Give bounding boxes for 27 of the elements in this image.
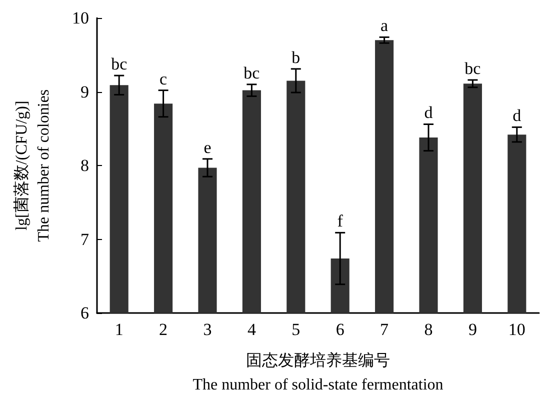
y-tick-label: 10 [72, 8, 89, 28]
y-axis-title: lg[菌落数/(CFU/g)] The number of colonies [12, 89, 52, 242]
x-tick-label: 3 [203, 320, 212, 340]
x-tick-label: 1 [114, 320, 124, 340]
annotation: bc [464, 58, 482, 78]
x-tick-label: 2 [159, 320, 168, 340]
y-tick-label: 8 [80, 156, 89, 176]
annotation: d [424, 103, 434, 122]
y-tick-label: 7 [80, 230, 90, 249]
y-tick-label: 6 [80, 304, 89, 323]
x-tick-label: 6 [336, 320, 344, 340]
x-tick-label: 5 [292, 320, 300, 340]
annotation: bc [244, 63, 260, 82]
annotation: e [204, 138, 212, 157]
x-axis-title: 固态发酵培养基编号 The number of solid-state fermentation [192, 352, 444, 394]
annotation: f [337, 212, 344, 231]
annotation: b [292, 48, 300, 67]
x-tick-label: 10 [508, 320, 526, 340]
x-tick-label: 4 [247, 320, 256, 340]
annotation: a [380, 16, 389, 36]
annotation: bc [111, 54, 128, 74]
annotation: d [512, 106, 522, 126]
y-tick-label: 9 [80, 82, 89, 102]
x-tick-label: 8 [424, 320, 433, 340]
x-tick-label: 7 [380, 320, 390, 340]
annotation: c [160, 69, 168, 88]
x-tick-label: 9 [468, 320, 477, 340]
